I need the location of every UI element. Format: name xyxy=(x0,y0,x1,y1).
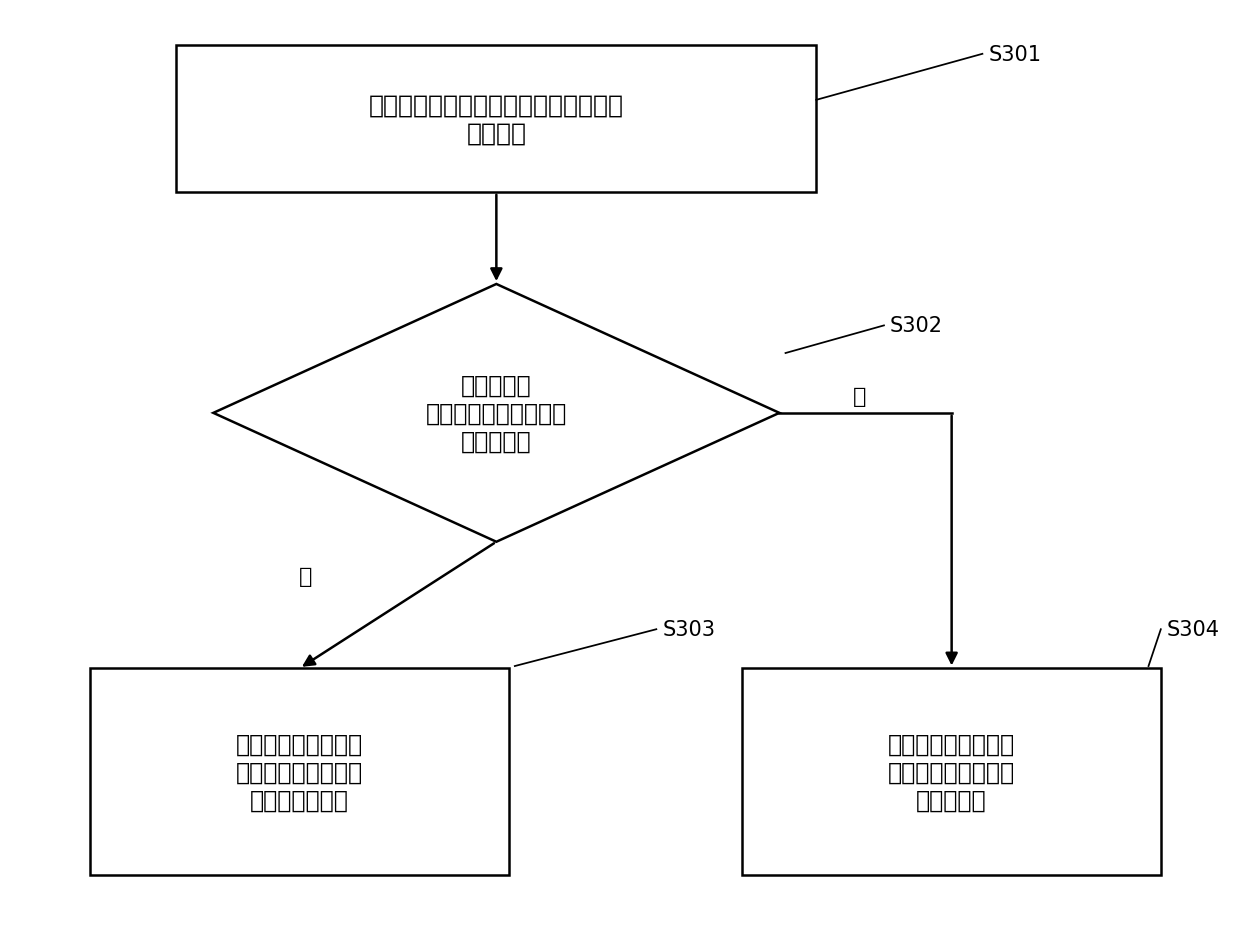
Text: S304: S304 xyxy=(1167,620,1220,639)
FancyBboxPatch shape xyxy=(90,669,509,875)
Text: 停止对与所述操作组
合信息对应的车辆控
制参数进行调整: 停止对与所述操作组 合信息对应的车辆控 制参数进行调整 xyxy=(235,732,363,812)
Text: 记录车辆维持在控制参数调整模式的第
一时间値: 记录车辆维持在控制参数调整模式的第 一时间値 xyxy=(369,93,624,145)
Text: 对与所述操作组合信
息对应的车辆控制参
数进行调整: 对与所述操作组合信 息对应的车辆控制参 数进行调整 xyxy=(888,732,1015,812)
Polygon shape xyxy=(213,285,779,542)
Text: S303: S303 xyxy=(663,620,715,639)
Text: S301: S301 xyxy=(989,45,1042,65)
Text: 第一时间値
是否超出预设的允许操
作时间阈値: 第一时间値 是否超出预设的允许操 作时间阈値 xyxy=(426,374,567,453)
Text: S302: S302 xyxy=(890,316,943,336)
FancyBboxPatch shape xyxy=(742,669,1161,875)
FancyBboxPatch shape xyxy=(176,45,817,193)
Text: 是: 是 xyxy=(299,566,312,586)
Text: 否: 否 xyxy=(852,387,866,406)
